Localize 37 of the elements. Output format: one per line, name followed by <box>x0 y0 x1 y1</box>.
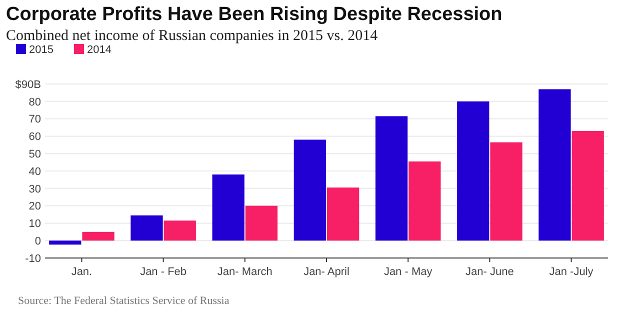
source-note: Source: The Federal Statistics Service of Russia <box>18 295 230 307</box>
chart-subtitle: Combined net income of Russian companies in 2015 vs. 2014 <box>6 28 378 44</box>
chart-title: Corporate Profits Have Been Rising Despite Recession <box>6 4 502 25</box>
y-tick-label: 60 <box>28 131 41 144</box>
x-tick-label: Jan -July <box>549 266 594 278</box>
y-tick-label: 20 <box>28 200 41 213</box>
x-tick-label: Jan- June <box>466 266 514 278</box>
y-tick-label: $90B <box>15 78 41 91</box>
bar <box>82 232 114 241</box>
y-tick-label: 30 <box>28 183 41 196</box>
y-tick-label: 40 <box>28 166 41 178</box>
bar <box>245 206 278 241</box>
bar <box>130 215 163 241</box>
legend-label: 2015 <box>29 44 54 56</box>
legend-label: 2014 <box>87 44 112 56</box>
y-tick-label: -10 <box>25 252 41 265</box>
x-tick-label: Jan - May <box>384 266 433 278</box>
bar <box>375 116 408 241</box>
bar <box>408 161 441 241</box>
bar <box>538 89 571 241</box>
bar <box>294 140 326 241</box>
bar <box>490 142 522 241</box>
y-tick-label: 0 <box>34 235 41 248</box>
bar <box>212 174 244 241</box>
y-tick-label: 70 <box>28 114 41 126</box>
bar <box>572 130 604 241</box>
bar <box>49 240 82 245</box>
bar <box>457 101 490 241</box>
x-tick-label: Jan- April <box>304 266 350 278</box>
y-tick-label: 10 <box>28 218 41 230</box>
x-tick-label: Jan. <box>71 266 92 278</box>
bar <box>326 188 360 241</box>
x-tick-label: Jan - Feb <box>140 266 187 278</box>
y-tick-label: 80 <box>28 96 41 108</box>
y-tick-label: 50 <box>28 148 41 160</box>
bar <box>164 220 196 241</box>
x-tick-label: Jan- March <box>217 266 272 278</box>
